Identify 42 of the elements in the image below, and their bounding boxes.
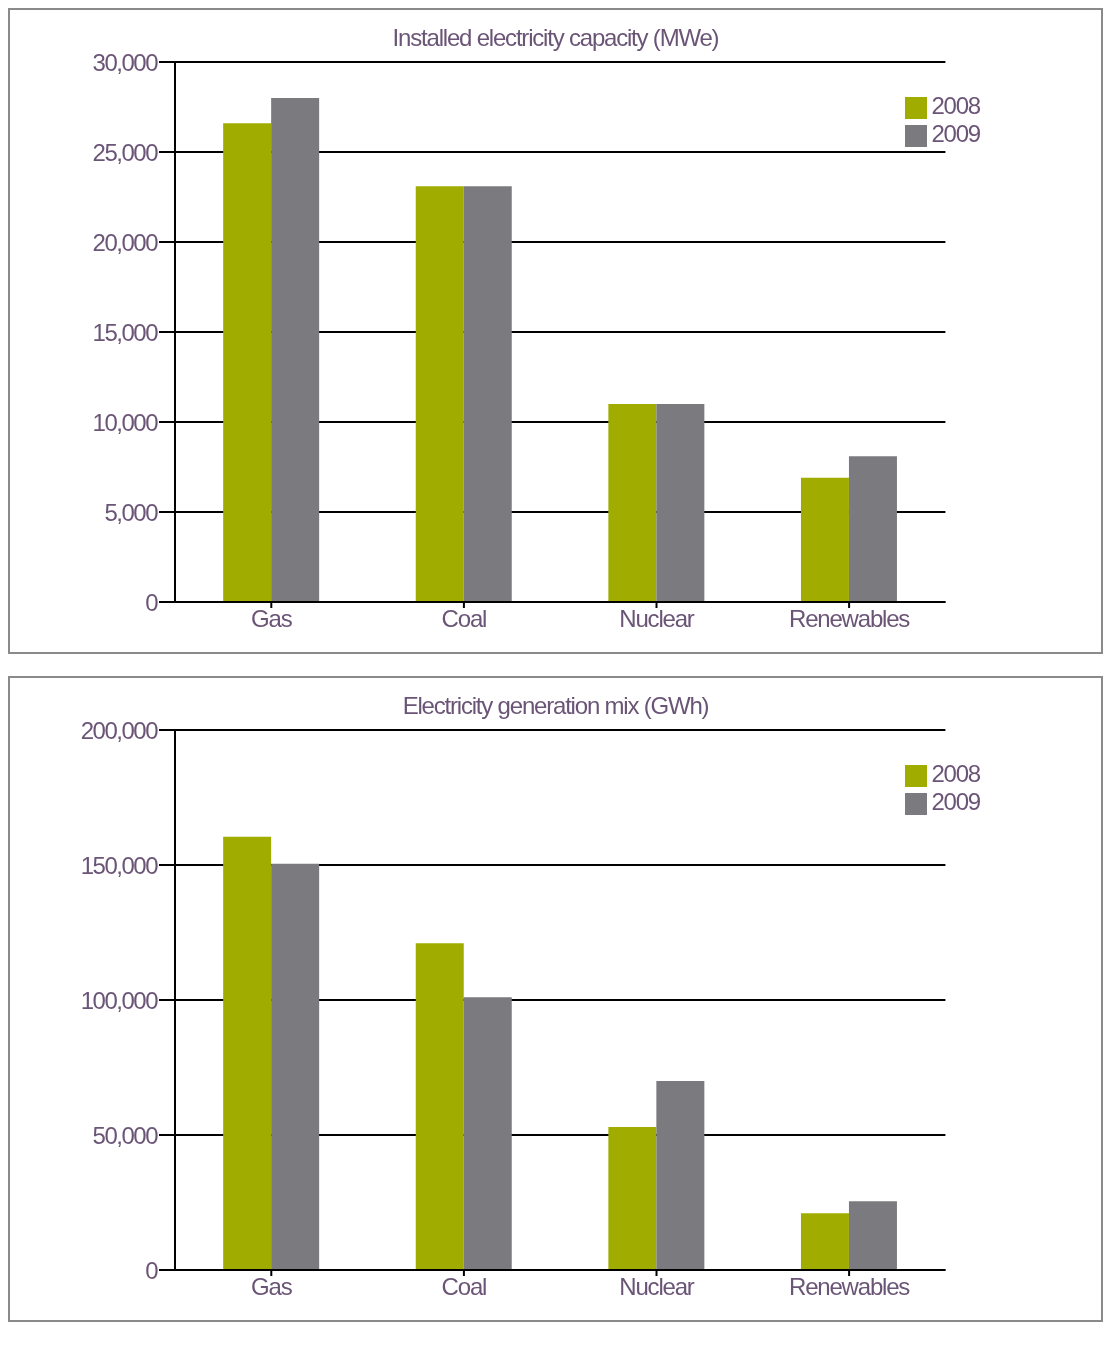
x-tick-label: Gas <box>251 605 293 633</box>
x-tick-label: Gas <box>251 1273 293 1301</box>
legend-label: 2008 <box>931 760 980 787</box>
legend-label: 2008 <box>931 92 980 119</box>
y-tick-label: 25,000 <box>92 138 159 166</box>
legend-label: 2009 <box>931 788 980 815</box>
bar <box>608 1126 657 1270</box>
bar <box>463 186 512 602</box>
bar <box>608 404 657 602</box>
bar <box>463 997 512 1270</box>
y-tick-label: 0 <box>145 1256 159 1284</box>
bar <box>656 1081 705 1270</box>
y-tick-label: 30,000 <box>92 48 159 76</box>
y-tick-label: 5,000 <box>104 498 159 526</box>
y-tick-label: 150,000 <box>80 851 159 879</box>
bar <box>656 404 705 602</box>
bar <box>848 456 897 602</box>
bar <box>223 836 272 1270</box>
y-tick-label: 20,000 <box>92 228 159 256</box>
x-tick-label: Nuclear <box>619 605 695 633</box>
legend-label: 2009 <box>931 120 980 147</box>
bar <box>223 123 272 602</box>
y-tick-label: 15,000 <box>92 318 159 346</box>
y-tick-label: 0 <box>145 588 159 616</box>
bar <box>271 98 320 602</box>
bar <box>415 186 464 602</box>
x-tick-label: Coal <box>441 605 487 633</box>
bar <box>800 1213 849 1270</box>
chart-title: Installed electricity capacity (MWe) <box>392 24 719 51</box>
x-tick-label: Nuclear <box>619 1273 695 1301</box>
bar <box>848 1201 897 1270</box>
bar <box>271 863 320 1270</box>
y-tick-label: 100,000 <box>80 986 159 1014</box>
y-tick-label: 50,000 <box>92 1121 159 1149</box>
bar <box>800 477 849 602</box>
y-tick-label: 10,000 <box>92 408 159 436</box>
chart-title: Electricity generation mix (GWh) <box>402 692 709 719</box>
bar <box>415 943 464 1270</box>
x-tick-label: Coal <box>441 1273 487 1301</box>
x-tick-label: Renewables <box>789 1273 911 1301</box>
y-tick-label: 200,000 <box>80 716 159 744</box>
x-tick-label: Renewables <box>789 605 911 633</box>
